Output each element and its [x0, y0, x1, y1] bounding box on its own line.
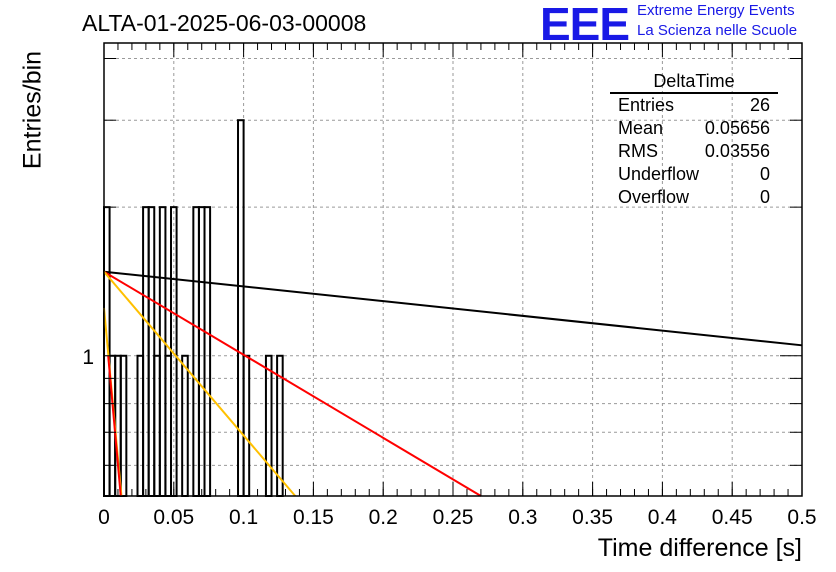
- stats-label: RMS: [618, 141, 658, 161]
- histogram-bar: [203, 206, 212, 498]
- x-tick-label: 0.05: [153, 506, 194, 529]
- histogram-bar: [119, 354, 128, 497]
- histogram-bar: [264, 354, 273, 497]
- stats-row-overflow: Overflow 0: [610, 186, 778, 209]
- x-tick-labels: 0 0.05 0.1 0.15 0.2 0.25 0.3 0.35 0.4 0.45 0.5: [98, 506, 816, 529]
- stats-label: Mean: [618, 118, 664, 138]
- stats-value: 0: [759, 164, 770, 184]
- x-tick-label: 0: [98, 506, 110, 529]
- stats-value: 0.03556: [704, 141, 770, 161]
- run-title: ALTA-01-2025-06-03-00008: [82, 10, 367, 36]
- y-tick-labels: 1: [82, 346, 94, 369]
- stats-box: DeltaTime Entries 26 Mean 0.05656 RMS 0.…: [610, 70, 778, 209]
- stats-value: 0.05656: [704, 118, 770, 138]
- fit-lines: [103, 270, 803, 497]
- axis-ticks: [103, 43, 803, 496]
- logo-subtitle-1: Extreme Energy Events: [637, 2, 795, 19]
- stats-title: DeltaTime: [610, 70, 778, 94]
- fit-line: [103, 270, 482, 497]
- stats-value: 26: [749, 95, 770, 115]
- y-axis-label: Entries/bin: [18, 50, 47, 170]
- x-tick-label: 0.1: [229, 506, 258, 529]
- fit-line: [107, 355, 122, 497]
- x-tick-label: 0.45: [712, 506, 753, 529]
- grid-lines: [103, 43, 803, 496]
- stats-row-rms: RMS 0.03556: [610, 140, 778, 163]
- logo-subtitle-2: La Scienza nelle Scuole: [637, 22, 798, 39]
- x-tick-label: 0.35: [572, 506, 613, 529]
- x-tick-label: 0.25: [433, 506, 474, 529]
- eee-logo: EEE: [540, 0, 630, 50]
- stats-label: Underflow: [618, 164, 700, 184]
- stats-row-mean: Mean 0.05656: [610, 117, 778, 140]
- stats-label: Overflow: [618, 187, 690, 207]
- x-tick-label: 0.2: [369, 506, 398, 529]
- x-tick-label: 0.3: [508, 506, 537, 529]
- x-axis-label: Time difference [s]: [597, 534, 802, 562]
- stats-value: 0: [759, 187, 770, 207]
- histogram-bar: [181, 354, 189, 497]
- x-tick-label: 0.15: [293, 506, 334, 529]
- x-tick-label: 0.5: [787, 506, 816, 529]
- histogram-bars: [103, 119, 284, 498]
- x-tick-label: 0.4: [648, 506, 678, 529]
- y-tick-label: 1: [82, 346, 94, 369]
- stats-row-underflow: Underflow 0: [610, 163, 778, 186]
- stats-row-entries: Entries 26: [610, 94, 778, 117]
- fit-line: [103, 270, 803, 347]
- histogram-bar: [242, 354, 251, 497]
- stats-label: Entries: [618, 95, 675, 115]
- fit-line: [103, 271, 297, 497]
